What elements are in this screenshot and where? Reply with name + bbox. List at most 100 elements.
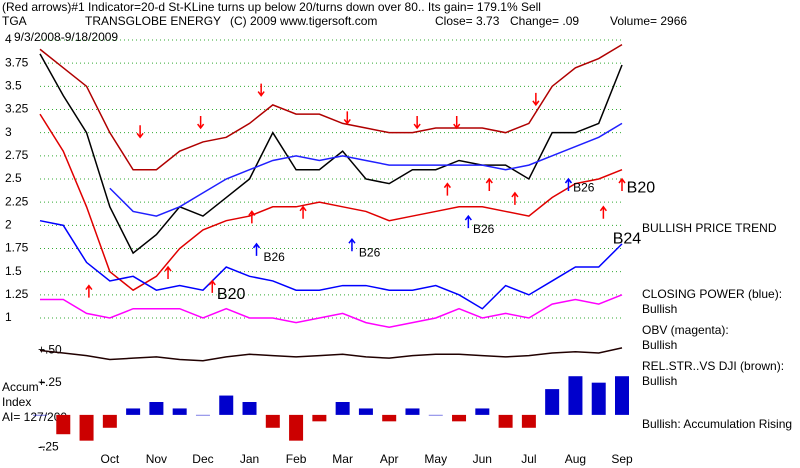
y-tick-label: 2.75 [5, 148, 29, 162]
signal-arrow [208, 279, 216, 293]
y-tick-label: 1 [5, 310, 12, 324]
accum-bar [545, 389, 560, 415]
series-line [39, 113, 623, 292]
x-tick-label: Aug [565, 452, 586, 466]
x-tick-label: Nov [146, 452, 167, 466]
accum-bar [102, 414, 117, 428]
series-line [39, 347, 623, 362]
accum-bar [521, 414, 536, 428]
x-tick-label: Dec [192, 452, 213, 466]
accum-bar [382, 414, 397, 422]
accum-bar [335, 402, 350, 415]
signal-arrow [532, 92, 540, 107]
legend-status: Bullish [642, 338, 677, 352]
series-line [39, 43, 623, 171]
signal-arrow [197, 116, 205, 130]
legend-status: Bullish [642, 302, 677, 316]
x-tick-label: May [424, 452, 447, 466]
signal-arrow [348, 237, 356, 252]
legend-name: OBV (magenta): [642, 323, 729, 337]
legend-name: CLOSING POWER (blue): [642, 287, 782, 301]
signal-arrow [485, 177, 493, 191]
signal-arrow [136, 125, 144, 139]
x-tick-label: Jul [521, 452, 536, 466]
y-tick-label: 1.25 [5, 287, 29, 301]
accum-bar [219, 395, 234, 415]
annotation: B20 [627, 179, 656, 196]
accum-bar [195, 414, 210, 416]
change: Change= .09 [510, 14, 579, 28]
accum-bar [568, 376, 583, 415]
accum-bar [265, 414, 280, 428]
x-tick-label: Sep [611, 452, 633, 466]
y-tick-label: 4 [5, 32, 12, 46]
accum-label: Accum [2, 380, 39, 394]
legend-status: Bullish [642, 374, 677, 388]
accum-bar [475, 408, 490, 415]
accum-bar [615, 376, 629, 415]
trend-label: BULLISH PRICE TREND [642, 221, 777, 235]
accum-bar [358, 408, 373, 415]
series-line [40, 294, 623, 329]
accum-bar [428, 414, 443, 416]
annotation: B26 [359, 245, 381, 259]
series-line [39, 53, 623, 255]
signal-arrow [248, 210, 256, 224]
signal-arrow [257, 83, 265, 97]
signal-arrow [413, 116, 421, 130]
annotation: B26 [263, 250, 285, 264]
x-tick-label: Oct [101, 452, 120, 466]
series-line [109, 122, 623, 217]
signal-arrow [564, 177, 573, 191]
accum-bar [79, 414, 94, 441]
accum-bar [56, 414, 71, 435]
signal-arrow [443, 182, 451, 196]
accum-bar [126, 408, 141, 415]
accum-bar [405, 408, 420, 415]
accum-bar [452, 414, 467, 422]
signal-arrow [511, 191, 519, 205]
annotation: B26 [573, 180, 595, 194]
accum-bar [149, 402, 164, 415]
accum-label: Index [2, 395, 31, 409]
x-tick-label: Feb [286, 452, 307, 466]
volume: Volume= 2966 [610, 14, 687, 28]
y-tick-label: 2.25 [5, 194, 29, 208]
signal-arrow [299, 205, 307, 219]
ticker: TGA [2, 14, 27, 28]
series-line [39, 219, 623, 310]
accum-label: AI= 127/200 [2, 410, 67, 424]
signal-arrow [618, 177, 626, 191]
copyright: (C) 2009 www.tigersoft.com [230, 14, 377, 28]
annotation: B26 [473, 222, 495, 236]
signal-arrow [343, 111, 351, 125]
y-tick-label: 3.75 [5, 55, 29, 69]
y2-tick-label: +.50 [38, 343, 62, 357]
y-tick-label: 3.25 [5, 102, 29, 116]
x-tick-label: Jun [473, 452, 492, 466]
y-tick-label: 2 [5, 218, 12, 232]
accum-bar [591, 382, 606, 415]
signal-arrow [252, 242, 261, 256]
date-range: 9/3/2008-9/18/2009 [14, 30, 118, 44]
signal-arrow [599, 205, 607, 219]
signal-arrow [85, 284, 93, 298]
y-tick-label: 3 [5, 125, 12, 139]
x-tick-label: Apr [380, 452, 399, 466]
y2-tick-label: +.25 [38, 375, 62, 389]
accum-bar [498, 414, 513, 428]
company: TRANSGLOBE ENERGY [85, 14, 221, 28]
accum-bar [312, 414, 327, 422]
annotation: B20 [217, 286, 246, 303]
legend-name: REL.STR..VS DJI (brown): [642, 359, 784, 373]
accum-bar [242, 402, 257, 415]
signal-arrow [164, 265, 172, 280]
x-tick-label: Mar [332, 452, 353, 466]
y-tick-label: 2.5 [5, 171, 22, 185]
signal-arrow [453, 116, 461, 130]
chart-title: (Red arrows)#1 Indicator=20-d St-KLine t… [2, 0, 541, 14]
annotation: B24 [613, 230, 642, 247]
close: Close= 3.73 [435, 14, 500, 28]
legend-status: Bullish: Accumulation Rising [642, 417, 792, 431]
